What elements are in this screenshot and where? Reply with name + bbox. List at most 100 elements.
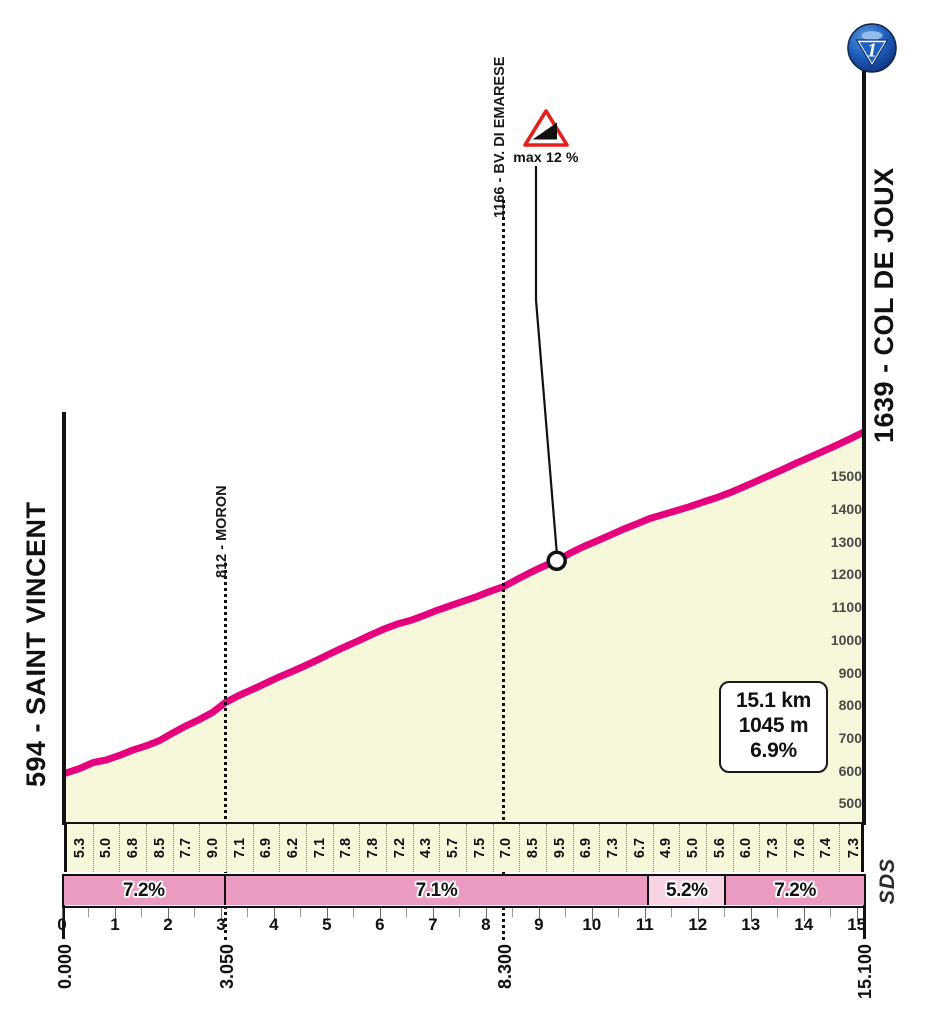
distance-tick-label-14: 14: [794, 915, 814, 934]
distance-tick: [591, 908, 593, 921]
km-gradient-value: 6.2: [285, 837, 302, 859]
distance-stamp: 8.300: [494, 944, 515, 990]
km-gradient-value: 7.3: [765, 837, 782, 859]
distance-axis: 0 1 2 3 4 5 6 7 8 9 10 11 12 13 14 15: [57, 908, 867, 940]
distance-minor-tick: [141, 908, 143, 917]
km-gradient-cell: 6.0: [734, 824, 761, 872]
distance-tick: [326, 908, 328, 921]
distance-minor-tick: [777, 908, 779, 917]
distance-minor-tick: [300, 908, 302, 917]
distance-minor-tick: [671, 908, 673, 917]
km-gradient-cell: 9.0: [200, 824, 227, 872]
km-gradient-cell: 7.7: [174, 824, 201, 872]
elevation-tick-1500: 1500: [830, 468, 862, 485]
gradient-segment: 7.2%: [64, 876, 226, 905]
km-gradient-value: 7.1: [311, 837, 328, 859]
km-gradient-cell: 7.1: [227, 824, 254, 872]
km-gradient-value: 4.3: [418, 837, 435, 859]
km-gradient-value: 7.5: [471, 837, 488, 859]
gradient-segment-label: 7.1%: [415, 879, 458, 901]
distance-tick-label-1: 1: [110, 915, 120, 934]
distance-tick: [273, 908, 275, 921]
km-gradient-cell: 7.8: [360, 824, 387, 872]
km-gradient-value: 6.8: [125, 837, 142, 859]
km-gradient-cell: 7.0: [494, 824, 521, 872]
max-gradient-badge: max 12 %: [498, 108, 594, 165]
distance-tick: [697, 908, 699, 921]
distance-tick: [167, 908, 169, 921]
gradient-segment-label: 7.2%: [774, 879, 816, 901]
elevation-tick-1100: 1100: [831, 599, 862, 616]
gradient-segment: 7.1%: [225, 876, 650, 905]
km-gradient-cell: 7.5: [467, 824, 494, 872]
km-gradient-value: 7.4: [818, 837, 835, 859]
distance-tick-label-3: 3: [216, 915, 226, 934]
elevation-tick-800: 800: [838, 697, 862, 714]
km-gradient-cell: 6.7: [627, 824, 654, 872]
distance-minor-tick: [830, 908, 832, 917]
km-gradient-cell: 5.3: [67, 824, 94, 872]
km-gradient-value: 9.0: [205, 837, 222, 859]
gradient-segment-label: 5.2%: [665, 879, 708, 901]
distance-tick-label-13: 13: [741, 915, 761, 934]
elevation-tick-900: 900: [838, 664, 862, 681]
km-gradient-value: 8.5: [525, 837, 542, 859]
distance-minor-tick: [565, 908, 567, 917]
distance-minor-tick: [88, 908, 90, 917]
km-gradient-cell: 4.3: [414, 824, 441, 872]
km-gradient-cell: 7.8: [334, 824, 361, 872]
km-gradient-cell: 7.4: [814, 824, 841, 872]
warning-slope-triangle-icon: [523, 109, 569, 147]
km-gradient-cell: 8.5: [147, 824, 174, 872]
profile-fill-area: [64, 431, 864, 824]
right-axis-line: [862, 412, 866, 824]
elevation-tick-1000: 1000: [830, 631, 862, 648]
distance-tick: [62, 908, 63, 921]
distance-tick: [432, 908, 434, 921]
distance-minor-tick: [194, 908, 196, 917]
km-gradient-value: 7.8: [365, 837, 382, 859]
km-gradient-cell: 6.8: [120, 824, 147, 872]
distance-stamp: 3.050: [216, 944, 237, 990]
elevation-tick-600: 600: [838, 762, 862, 779]
km-gradient-value: 6.0: [738, 837, 755, 859]
distance-tick-label-7: 7: [428, 915, 438, 934]
max-gradient-label: max 12 %: [513, 149, 579, 165]
distance-axis-end-cap: [863, 905, 866, 939]
km-gradient-cell: 9.5: [547, 824, 574, 872]
distance-tick: [803, 908, 805, 921]
distance-stamp: 0.000: [55, 944, 75, 990]
km-gradient-cell: 7.3: [600, 824, 627, 872]
km-gradient-cell: 5.0: [680, 824, 707, 872]
distance-tick: [379, 908, 381, 921]
distance-tick: [220, 908, 222, 921]
km-gradient-cell: 7.3: [840, 824, 867, 872]
distance-tick: [750, 908, 752, 921]
distance-tick-label-6: 6: [375, 915, 385, 934]
distance-tick-label-15: 15: [847, 915, 867, 934]
km-gradient-value: 8.5: [151, 837, 168, 859]
distance-tick-label-5: 5: [322, 915, 332, 934]
finish-vertical-line: [862, 52, 866, 417]
gradient-segment-bar: 7.2% 7.1% 5.2% 7.2%: [62, 874, 866, 908]
distance-tick-label-12: 12: [688, 915, 708, 934]
km-gradient-value: 5.7: [445, 837, 462, 859]
distance-tick: [114, 908, 116, 921]
distance-tick-label-10: 10: [582, 915, 602, 934]
distance-minor-tick: [247, 908, 249, 917]
distance-tick: [485, 908, 487, 921]
distance-tick-label-4: 4: [269, 915, 279, 934]
elevation-tick-700: 700: [838, 729, 862, 746]
km-gradient-value: 5.3: [71, 837, 88, 859]
km-gradient-value: 4.9: [658, 837, 675, 859]
summit-category-number: 1: [867, 40, 877, 62]
gradient-segment: 5.2%: [649, 876, 727, 905]
km-gradient-cell: 4.9: [654, 824, 681, 872]
climb-summary-box: 15.1 km 1045 m 6.9%: [719, 681, 828, 773]
distance-tick-label-0: 0: [57, 915, 67, 934]
km-gradient-cell: 8.5: [520, 824, 547, 872]
km-gradient-value: 7.3: [605, 837, 622, 859]
distance-minor-tick: [618, 908, 620, 917]
km-gradient-cell: 7.1: [307, 824, 334, 872]
